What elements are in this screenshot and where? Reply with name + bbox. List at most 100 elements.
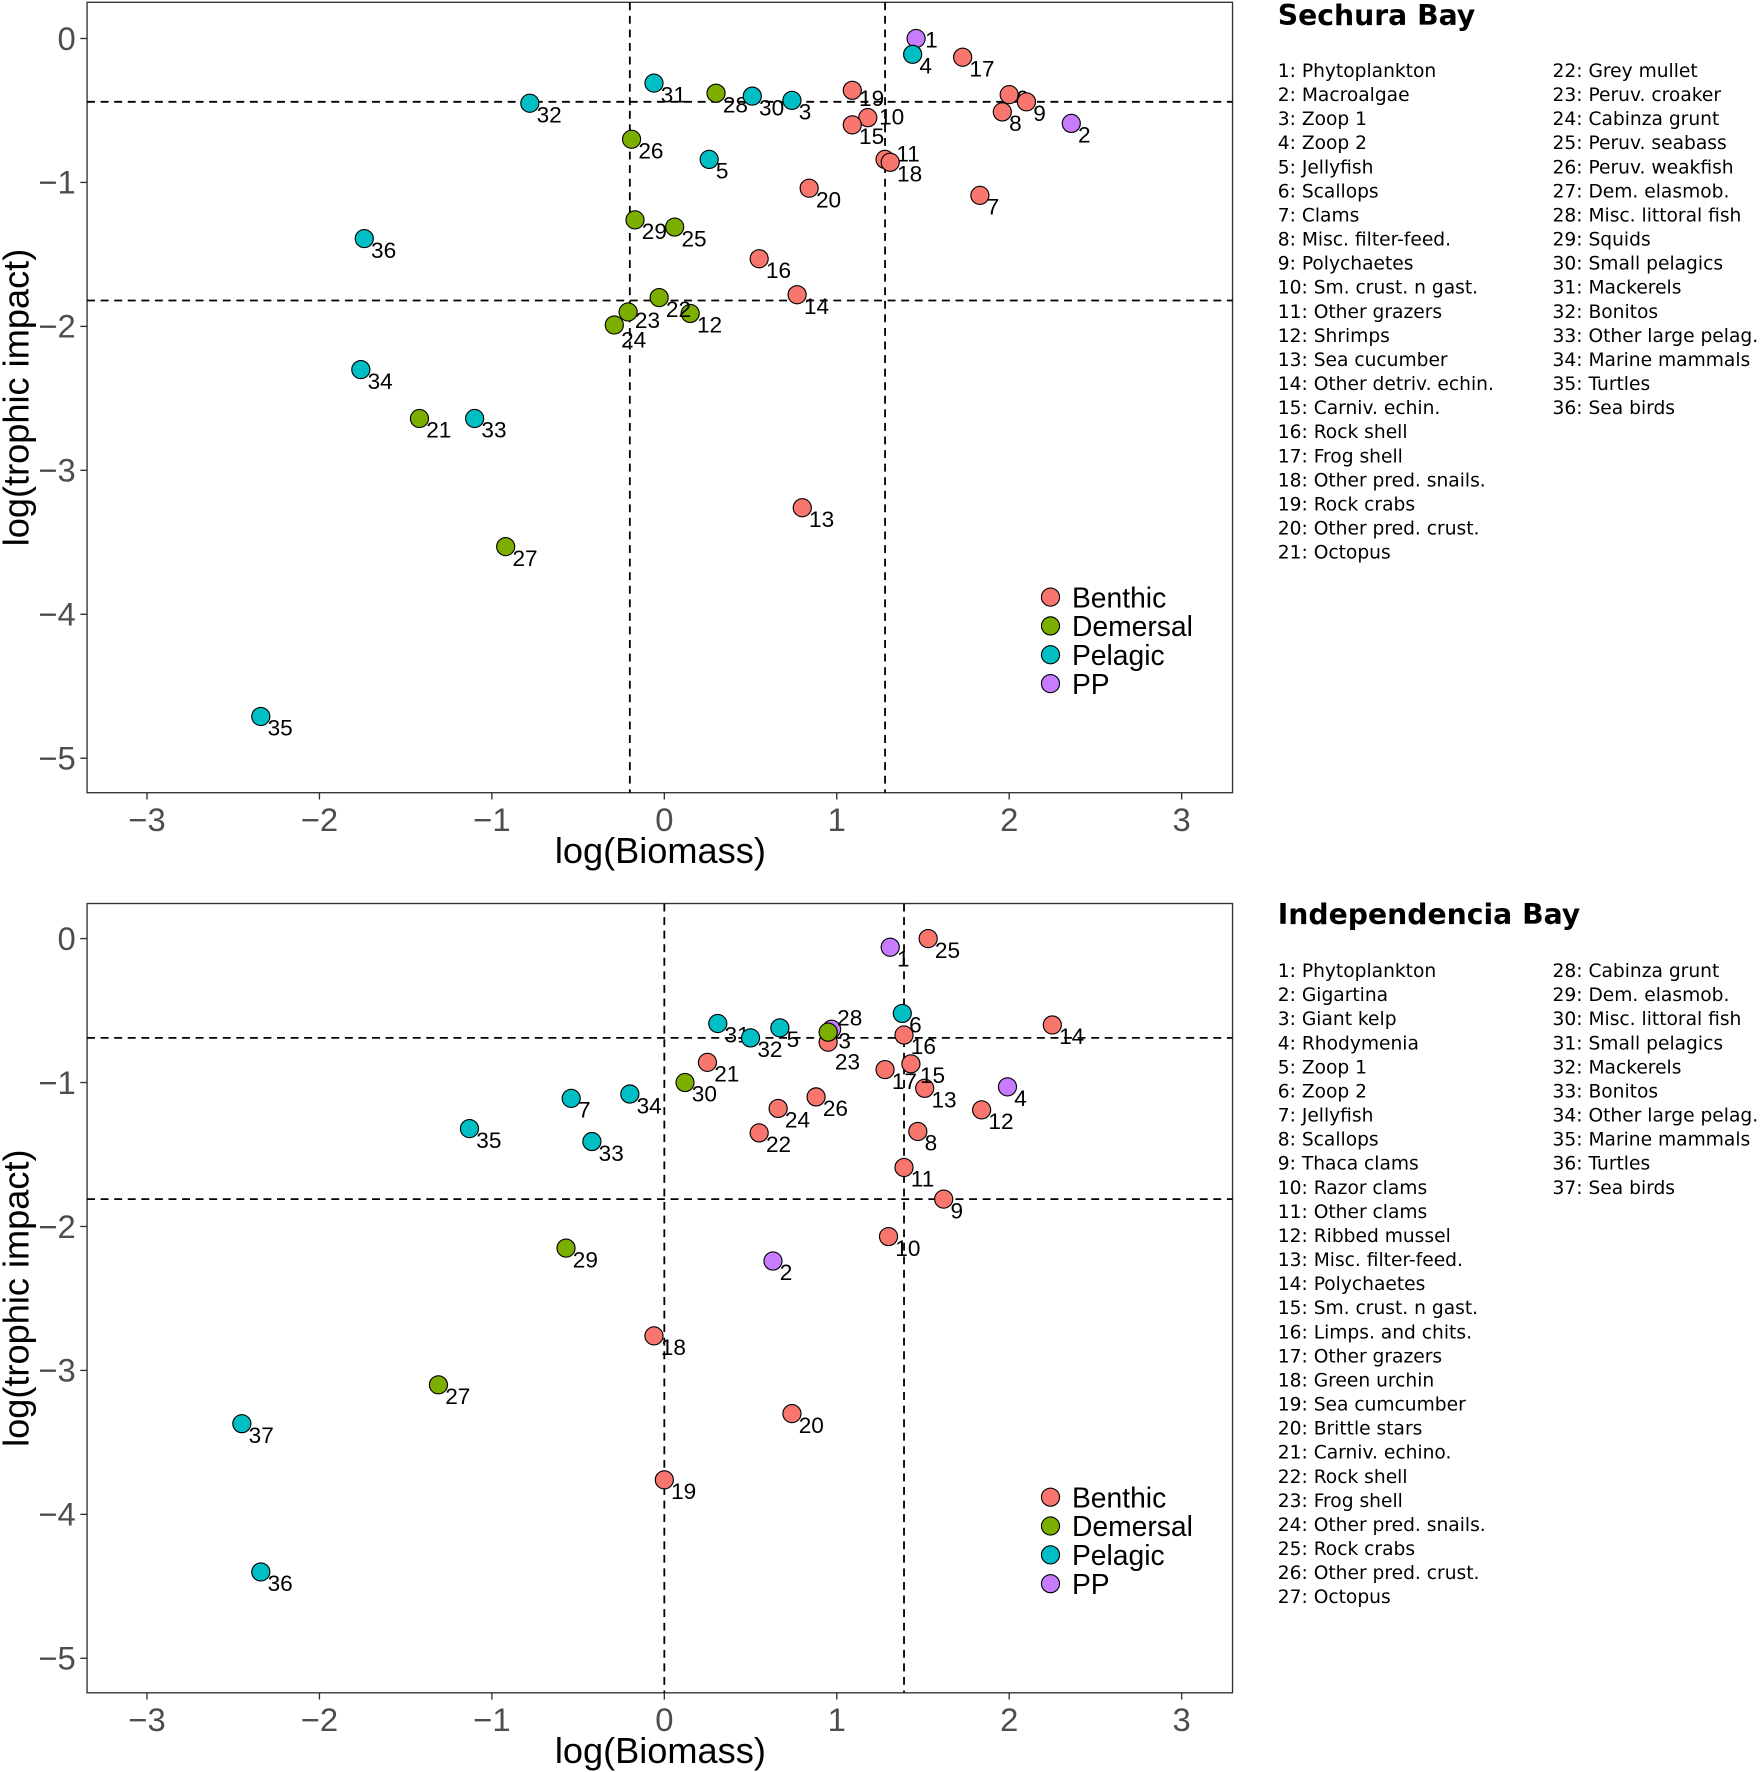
data-point-demersal: [409, 408, 430, 429]
y-axis-label: log(trophic impact): [0, 1149, 36, 1447]
species-list-item: 23: Peruv. croaker: [1553, 85, 1722, 106]
point-label: 37: [249, 1423, 274, 1448]
data-point-benthic: [842, 115, 862, 135]
point-label: 17: [969, 56, 994, 81]
data-point-pelagic: [354, 228, 374, 249]
point-label: 3: [838, 1028, 851, 1053]
data-point-benthic: [1016, 92, 1037, 112]
species-list-item: 4: Rhodymenia: [1278, 1033, 1419, 1054]
data-point-pelagic: [582, 1131, 602, 1152]
species-list-item: 27: Dem. elasmob.: [1553, 181, 1730, 202]
species-list-item: 25: Rock crabs: [1278, 1539, 1415, 1560]
point-label: 23: [635, 308, 660, 333]
species-list-item: 5: Jellyfish: [1278, 157, 1374, 178]
point-label: 26: [823, 1096, 848, 1121]
point-label: 12: [988, 1109, 1013, 1134]
species-list-item: 13: Sea cucumber: [1278, 350, 1448, 371]
data-point-benthic: [915, 1078, 935, 1098]
data-point-pelagic: [770, 1018, 790, 1038]
point-label: 3: [799, 100, 812, 125]
point-label: 35: [476, 1128, 501, 1153]
data-point-benthic: [953, 47, 973, 67]
species-list-item: 12: Ribbed mussel: [1278, 1226, 1451, 1247]
point-label: 20: [816, 187, 841, 212]
plot-area: [86, 1, 1234, 794]
point-label: 19: [671, 1479, 696, 1504]
data-point-pelagic: [351, 359, 371, 380]
data-point-benthic: [934, 1189, 954, 1209]
species-list-item: 1: Phytoplankton: [1278, 961, 1436, 982]
point-label: 22: [766, 1132, 791, 1157]
legend-label: Demersal: [1072, 1510, 1193, 1542]
point-label: 2: [1078, 123, 1091, 148]
legend-label: Benthic: [1072, 581, 1166, 613]
data-point-benthic: [908, 1121, 928, 1142]
point-label: 26: [638, 138, 663, 163]
point-label: 5: [787, 1027, 800, 1052]
species-list-item: 30: Small pelagics: [1553, 254, 1724, 275]
x-tick-label: 0: [655, 801, 673, 838]
data-point-benthic: [880, 152, 900, 172]
data-point-benthic: [970, 185, 990, 206]
species-list-item: 2: Macroalgae: [1278, 85, 1410, 106]
data-point-demersal: [496, 537, 516, 557]
species-list-item: 24: Other pred. snails.: [1278, 1515, 1486, 1536]
point-label: 25: [935, 938, 960, 963]
species-list-item: 16: Limps. and chits.: [1278, 1322, 1472, 1343]
legend-label: Benthic: [1072, 1481, 1166, 1513]
legend-key-demersal: [1040, 1516, 1061, 1536]
species-list-item: 21: Octopus: [1278, 543, 1391, 564]
species-list-item: 7: Clams: [1278, 205, 1360, 226]
species-list-item: 25: Peruv. seabass: [1553, 133, 1727, 154]
data-point-pelagic: [892, 1003, 912, 1024]
y-tick-label: −1: [38, 1064, 75, 1101]
point-label: 7: [578, 1098, 591, 1123]
data-point-benthic: [992, 102, 1012, 122]
data-point-benthic: [697, 1052, 718, 1072]
point-label: 8: [925, 1131, 938, 1156]
data-point-demersal: [680, 303, 700, 324]
point-label: 24: [621, 328, 646, 353]
data-point-benthic: [999, 85, 1019, 105]
y-tick-label: −4: [38, 596, 75, 633]
data-point-pelagic: [251, 706, 271, 727]
point-label: 36: [371, 238, 396, 263]
legend-key-pelagic: [1040, 645, 1061, 665]
species-list-item: 29: Squids: [1553, 230, 1651, 251]
point-label: 36: [268, 1571, 293, 1596]
point-label: 9: [950, 1198, 963, 1223]
point-label: 21: [714, 1062, 739, 1087]
point-label: 12: [697, 313, 722, 338]
point-label: 15: [920, 1063, 945, 1088]
point-label: 35: [268, 716, 293, 741]
data-point-benthic: [749, 249, 769, 269]
legend-label: Demersal: [1072, 610, 1193, 642]
point-label: 15: [859, 124, 884, 149]
y-axis-label: log(trophic impact): [0, 249, 36, 547]
species-list-item: 28: Misc. littoral fish: [1553, 205, 1742, 226]
point-label: 14: [804, 294, 829, 319]
x-tick-label: 3: [1173, 1701, 1191, 1738]
point-label: 30: [759, 95, 784, 120]
species-list-item: 4: Zoop 2: [1278, 133, 1367, 154]
species-list-item: 15: Sm. crust. n gast.: [1278, 1298, 1478, 1319]
species-list-item: 6: Scallops: [1278, 181, 1379, 202]
data-point-benthic: [918, 928, 938, 949]
species-list-item: 34: Other large pelag.: [1553, 1106, 1759, 1127]
legend-key-demersal: [1040, 616, 1061, 636]
species-list-item: 12: Shrimps: [1278, 326, 1390, 347]
species-list-item: 17: Frog shell: [1278, 446, 1403, 467]
data-point-pelagic: [561, 1088, 581, 1108]
data-point-pp: [997, 1077, 1018, 1097]
data-point-pelagic: [465, 408, 485, 429]
point-label: 33: [481, 418, 506, 443]
species-list-item: 3: Giant kelp: [1278, 1009, 1397, 1030]
legend-label: PP: [1072, 668, 1110, 700]
data-point-demersal: [625, 210, 645, 230]
legend-key-pp: [1040, 1574, 1061, 1594]
y-tick-label: −3: [38, 452, 75, 489]
point-label: 9: [1033, 101, 1046, 126]
data-point-demersal: [618, 302, 638, 322]
species-list-item: 9: Thaca clams: [1278, 1154, 1419, 1175]
species-list-item: 32: Bonitos: [1553, 302, 1659, 323]
